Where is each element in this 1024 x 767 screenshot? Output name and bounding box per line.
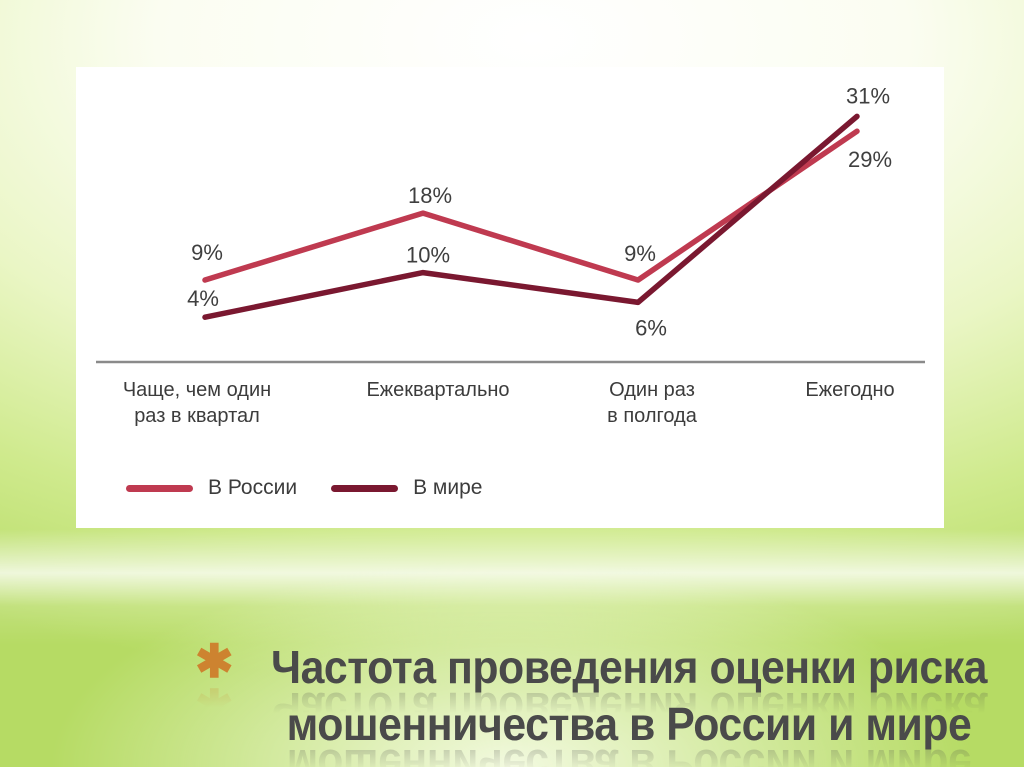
legend-line-swatch-russia [126, 484, 193, 492]
chart-panel: 9% 18% 9% 29% 4% 10% 6% 31% Чаще, чем один раз … [76, 67, 944, 528]
data-label-russia: 9% [191, 240, 223, 265]
data-label-world: 31% [846, 83, 890, 108]
slide-title: ✱ ✱ Частота проведения оценки риска Част… [195, 636, 1018, 767]
data-label-russia: 18% [408, 183, 452, 208]
x-axis-label-2: Ежеквартально [366, 379, 510, 401]
asterisk-bullet-icon: ✱ [195, 635, 234, 687]
x-axis-label-4: Ежегодно [805, 379, 895, 401]
legend-label-world: В мире [413, 476, 483, 499]
line-chart: 9% 18% 9% 29% 4% 10% 6% 31% [96, 83, 925, 364]
slide-title-text: мошенничества в России и мире [286, 698, 972, 750]
legend-label-russia: В России [208, 476, 298, 499]
slide-title-text: Частота проведения оценки риска [271, 641, 987, 693]
data-label-world: 4% [187, 286, 219, 311]
data-label-world: 10% [406, 243, 450, 268]
slide-title-reflection: мошенничества в России и мире [286, 740, 972, 767]
data-label-russia: 9% [624, 241, 656, 266]
data-label-world: 6% [635, 315, 667, 340]
chart-legend: В России В мире [126, 476, 482, 500]
slide-title-line-2: мошенничества в России и мире мошенничес… [240, 697, 1018, 767]
x-axis-label-3: Один раз в полгода [607, 379, 697, 427]
chart-line-world [202, 113, 860, 320]
chart-line-russia [202, 128, 860, 283]
x-axis-label-1: Чаще, чем один раз в квартал [122, 379, 272, 427]
legend-item-world: В мире [331, 476, 482, 500]
legend-item-russia: В России [126, 476, 297, 500]
legend-line-swatch-world [331, 484, 399, 492]
data-label-russia: 29% [848, 147, 892, 172]
asterisk-bullet-reflection: ✱ [195, 679, 234, 731]
slide-title-line-1: Частота проведения оценки риска Частота … [240, 640, 1018, 735]
